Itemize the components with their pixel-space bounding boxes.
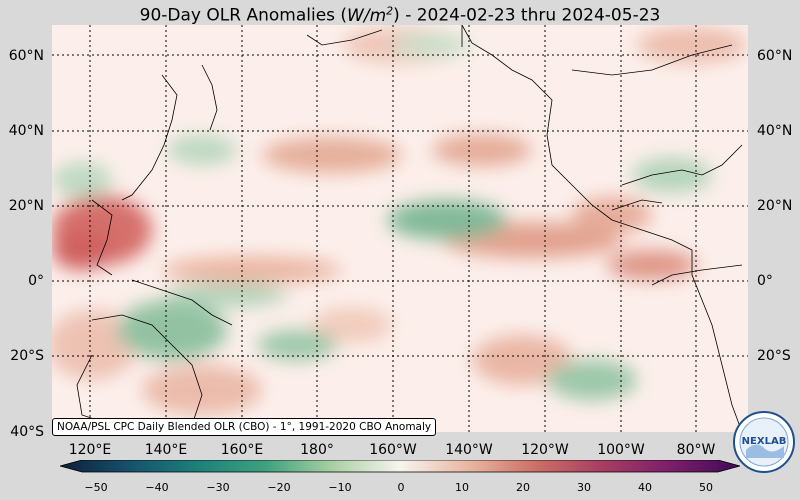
- colorbar: −50 −40 −30 −20 −10 0 10 20 30 40 50: [58, 459, 742, 500]
- noaa-psl-logo: NEXLAB: [733, 411, 795, 473]
- lat-label-40s-left: 40°S: [10, 424, 44, 440]
- lon-label-180: 180°: [300, 442, 334, 458]
- lon-label-160w: 160°W: [369, 442, 417, 458]
- lat-label-0-right: 0°: [757, 273, 773, 289]
- colorbar-tick-label: 30: [577, 481, 591, 494]
- title-suffix: ) - 2024-02-23 thru 2024-05-23: [393, 5, 661, 26]
- colorbar-tick-label: 20: [516, 481, 530, 494]
- colorbar-tick-label: −50: [84, 481, 108, 494]
- lon-label-100w: 100°W: [597, 442, 645, 458]
- colorbar-tick-label: 10: [455, 481, 469, 494]
- lat-label-20n-right: 20°N: [757, 198, 793, 214]
- colorbar-tick-label: 50: [699, 481, 713, 494]
- lon-label-140w: 140°W: [445, 442, 493, 458]
- colorbar-tick-label: −10: [328, 481, 352, 494]
- title-prefix: 90-Day OLR Anomalies (: [139, 5, 348, 26]
- colorbar-tick-label: −30: [206, 481, 230, 494]
- map-field: [52, 25, 748, 432]
- lon-label-80w: 80°W: [676, 442, 716, 458]
- colorbar-tick-label: 0: [397, 481, 405, 494]
- colorbar-tick-label: 40: [638, 481, 652, 494]
- lat-label-40n-right: 40°N: [757, 123, 793, 139]
- lat-label-20n-left: 20°N: [8, 198, 44, 214]
- colorbar-bar: [58, 459, 742, 473]
- lat-label-20s-left: 20°S: [10, 348, 44, 364]
- lon-label-140e: 140°E: [144, 442, 188, 458]
- lon-label-160e: 160°E: [220, 442, 264, 458]
- colorbar-gradient: [58, 459, 742, 473]
- lat-label-40n-left: 40°N: [8, 123, 44, 139]
- lon-label-120w: 120°W: [521, 442, 569, 458]
- title-unit: W/m2: [347, 4, 394, 26]
- colorbar-tick-label: −20: [267, 481, 291, 494]
- lat-label-60n-left: 60°N: [8, 48, 44, 64]
- lon-label-120e: 120°E: [68, 442, 112, 458]
- logo-text: NEXLAB: [742, 436, 787, 447]
- lat-label-0-left: 0°: [28, 273, 44, 289]
- map-title: 90-Day OLR Anomalies (W/m2) - 2024-02-23…: [0, 0, 800, 26]
- colorbar-tick-label: −40: [145, 481, 169, 494]
- lat-label-20s-right: 20°S: [757, 348, 791, 364]
- lat-label-60n-right: 60°N: [757, 48, 793, 64]
- data-source-note: NOAA/PSL CPC Daily Blended OLR (CBO) - 1…: [52, 418, 437, 436]
- olr-anomaly-map: [52, 25, 748, 432]
